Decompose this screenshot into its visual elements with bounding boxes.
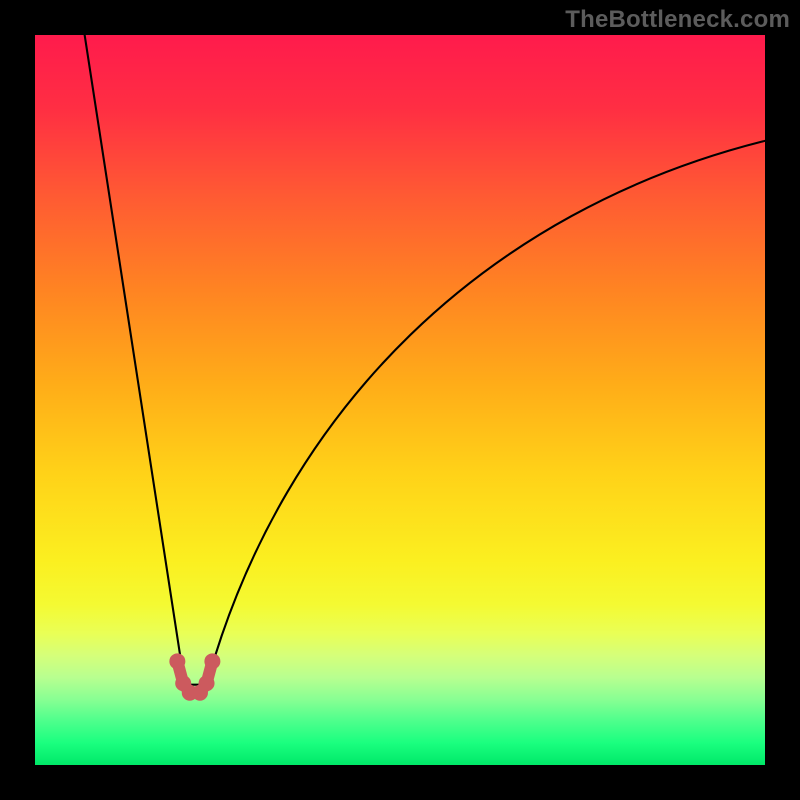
chart-frame: TheBottleneck.com — [0, 0, 800, 800]
watermark-text: TheBottleneck.com — [565, 6, 790, 34]
valley-marker — [170, 654, 185, 669]
plot-area — [35, 35, 765, 765]
gradient-background — [35, 35, 765, 765]
valley-marker — [199, 676, 214, 691]
valley-marker — [205, 654, 220, 669]
bottleneck-curve-chart — [35, 35, 765, 765]
